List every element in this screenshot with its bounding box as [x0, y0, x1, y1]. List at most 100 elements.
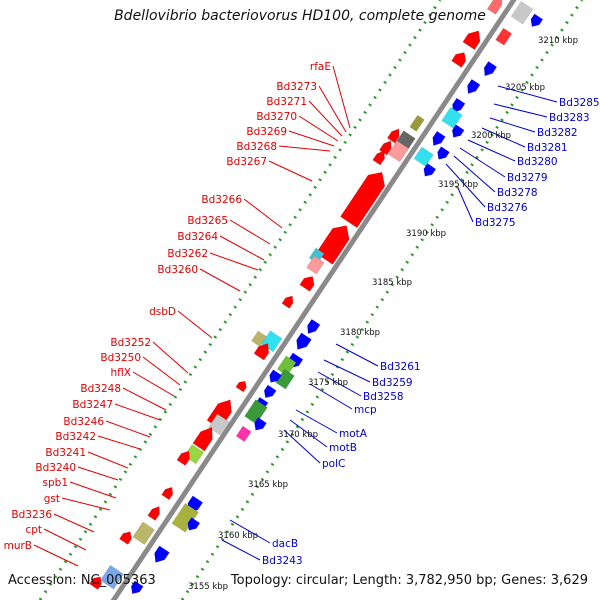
reverse-gene-26-shape — [187, 517, 201, 531]
reverse-gene-9 — [432, 130, 446, 146]
forward-gene-18-shape — [253, 343, 270, 361]
forward-callout-line-8 — [243, 198, 283, 229]
reverse-gene-7-shape — [441, 106, 463, 129]
forward-gene-19 — [235, 380, 247, 393]
reverse-gene-28-shape — [130, 580, 144, 594]
kbp-tick-label-5: 3175 kbp — [308, 378, 348, 388]
reverse-label-reverse_labels_low-2: motB — [329, 442, 357, 454]
reverse-label-reverse_labels_top-4: Bd3281 — [527, 142, 568, 154]
forward-callout-line-12 — [199, 268, 241, 292]
forward-gene-9 — [372, 150, 385, 166]
reverse-gene-14-shape — [296, 332, 312, 350]
reverse-gene-3-shape — [495, 27, 513, 46]
reverse-gene-6 — [452, 97, 466, 113]
forward-callout-line-26 — [43, 528, 87, 551]
forward-callout-line-2 — [318, 85, 347, 133]
reverse-gene-10-shape — [437, 146, 450, 160]
forward-callout-line-14 — [152, 341, 189, 374]
reverse-label-reverse_labels_bottom-2: Bd3243 — [262, 555, 303, 567]
reverse-gene-8 — [451, 124, 465, 138]
forward-gene-2 — [462, 30, 481, 51]
forward-callout-line-15 — [142, 356, 181, 386]
reverse-gene-13-shape — [307, 318, 321, 334]
kbp-scale: 3155 kbp 3160 kbp 3165 kbp 3170 kbp 3175 kbp… — [188, 36, 578, 592]
reverse-gene-4 — [483, 61, 498, 77]
forward-gene-15 — [281, 295, 294, 309]
reverse-callout-line-reverse_labels_top-5 — [467, 139, 516, 162]
forward-callout-line-9 — [229, 219, 271, 245]
reverse-label-reverse_labels_mid-2: Bd3259 — [372, 377, 413, 389]
forward-gene-6 — [387, 140, 410, 163]
reverse-label-reverse_labels_top-2: Bd3283 — [549, 112, 590, 124]
forward-gene-13 — [306, 255, 325, 275]
forward-callout-line-21 — [87, 451, 129, 469]
forward-gene-4-shape — [409, 114, 425, 132]
forward-gene-callouts: rfaE Bd3273 Bd3271 Bd3270 Bd3269 Bd3268 Bd3267… — [4, 61, 351, 567]
forward-label-16: hflX — [111, 367, 131, 379]
forward-callout-line-27 — [33, 544, 79, 567]
reverse-callout-line-reverse_labels_low-3 — [283, 429, 321, 464]
reverse-gene-5 — [467, 78, 481, 94]
forward-label-17: Bd3248 — [80, 383, 121, 395]
reverse-gene-23 — [235, 425, 252, 443]
reverse-gene-4-shape — [483, 61, 498, 77]
reverse-gene-18 — [269, 369, 282, 383]
reverse-gene-12 — [423, 163, 437, 177]
forward-label-12: Bd3260 — [157, 264, 198, 276]
forward-gene-8 — [379, 140, 392, 156]
kbp-tick-label-8: 3190 kbp — [406, 229, 446, 239]
forward-gene-26 — [147, 506, 160, 521]
reverse-gene-21-shape — [244, 399, 268, 425]
reverse-gene-8-shape — [451, 124, 465, 138]
forward-callout-line-25 — [53, 513, 95, 533]
reverse-callout-line-reverse_labels_mid-4 — [309, 383, 353, 410]
forward-gene-1-shape — [486, 0, 503, 15]
forward-label-7: Bd3267 — [226, 156, 267, 168]
reverse-gene-9-shape — [432, 130, 446, 146]
forward-gene-14 — [299, 276, 315, 292]
forward-label-23: spb1 — [43, 477, 68, 489]
reverse-gene-14 — [296, 332, 312, 350]
reverse-label-reverse_labels_top-9: Bd3275 — [475, 217, 516, 229]
forward-label-26: cpt — [25, 524, 42, 536]
forward-callout-line-10 — [219, 235, 265, 261]
kbp-tick-label-9: 3195 kbp — [438, 180, 478, 190]
forward-label-24: gst — [44, 493, 60, 505]
reverse-label-reverse_labels_top-7: Bd3278 — [497, 187, 538, 199]
reverse-label-reverse_labels_top-5: Bd3280 — [517, 156, 558, 168]
forward-gene-26-shape — [147, 506, 160, 521]
reverse-gene-5-shape — [467, 78, 481, 94]
reverse-label-reverse_labels_mid-1: Bd3261 — [380, 361, 421, 373]
reverse-gene-2-shape — [530, 13, 544, 27]
forward-gene-22-shape — [192, 426, 213, 452]
reverse-gene-callouts: Bd3285 Bd3283 Bd3282 Bd3281 Bd3280 Bd3279 Bd32… — [221, 85, 600, 567]
map-title: Bdellovibrio bacteriovorus HD100, comple… — [114, 8, 486, 24]
forward-callout-line-6 — [278, 145, 331, 152]
forward-callout-line-3 — [308, 100, 343, 137]
forward-gene-30 — [89, 576, 102, 590]
reverse-gene-10 — [437, 146, 450, 160]
forward-gene-3 — [451, 52, 467, 68]
reverse-gene-6-shape — [452, 97, 466, 113]
forward-label-25: Bd3236 — [11, 509, 52, 521]
forward-label-19: Bd3246 — [63, 416, 104, 428]
forward-gene-8-shape — [379, 140, 392, 156]
reverse-callout-line-reverse_labels_mid-1 — [335, 343, 379, 367]
forward-callout-line-16 — [132, 371, 175, 397]
forward-callout-line-17 — [122, 387, 167, 411]
kbp-tick-label-2: 3160 kbp — [218, 531, 258, 541]
reverse-gene-28 — [130, 580, 144, 594]
reverse-label-reverse_labels_low-1: motA — [339, 428, 368, 440]
forward-gene-4 — [409, 114, 425, 132]
reverse-callout-line-reverse_labels_top-7 — [453, 155, 496, 193]
reverse-gene-11-shape — [413, 146, 434, 167]
forward-gene-15-shape — [281, 295, 294, 309]
forward-callout-line-7 — [268, 160, 313, 182]
forward-callout-line-13 — [177, 310, 213, 339]
forward-gene-17-shape — [251, 330, 267, 347]
reverse-callout-line-reverse_labels_low-2 — [289, 419, 328, 448]
forward-callout-line-24 — [61, 497, 111, 511]
forward-gene-29-shape — [100, 564, 124, 590]
forward-gene-17 — [251, 330, 267, 347]
